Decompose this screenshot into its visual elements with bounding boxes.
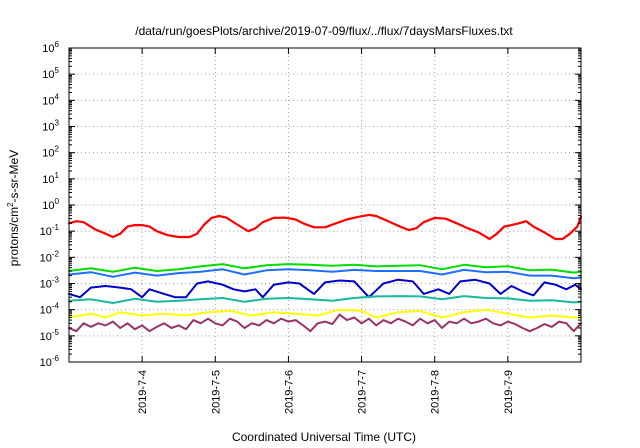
y-tick-label-base: 10 xyxy=(40,226,52,238)
y-tick-label-base: 10 xyxy=(42,200,54,212)
y-tick-label: 10-3 xyxy=(40,276,60,291)
series-line-5 xyxy=(68,295,582,304)
series-line-4 xyxy=(68,278,582,299)
y-tick-label-exponent: -3 xyxy=(52,276,60,285)
y-tick-label-base: 10 xyxy=(40,305,52,317)
y-tick-label-base: 10 xyxy=(42,148,54,160)
y-tick-label-exponent: -4 xyxy=(52,302,60,311)
grid xyxy=(69,48,581,362)
y-tick-label-exponent: 0 xyxy=(55,197,60,206)
y-tick-label: 10-1 xyxy=(40,223,60,238)
y-tick-label-base: 10 xyxy=(40,252,52,264)
y-tick-label-base: 10 xyxy=(42,95,54,107)
y-axis-label: protons/cm2-s-sr-MeV xyxy=(6,150,21,266)
y-tick-label-exponent: -6 xyxy=(52,354,60,363)
series-line-2 xyxy=(68,263,582,274)
y-axis-label-base: protons/cm xyxy=(7,207,21,266)
x-axis-label: Coordinated Universal Time (UTC) xyxy=(232,430,416,444)
x-tick-label: 2019-7-4 xyxy=(137,370,149,414)
y-tick-label-base: 10 xyxy=(42,43,54,55)
y-tick-label-base: 10 xyxy=(42,69,54,81)
y-tick-label-exponent: 3 xyxy=(55,119,60,128)
y-axis-label-superscript: 2 xyxy=(6,202,15,207)
series-line-7 xyxy=(68,313,582,333)
y-tick-label: 103 xyxy=(42,119,59,134)
y-tick-label: 106 xyxy=(42,40,59,55)
y-tick-label-exponent: -5 xyxy=(52,328,60,337)
y-tick-label: 10-2 xyxy=(40,249,60,264)
x-tick-label: 2019-7-8 xyxy=(430,370,442,414)
y-axis-label-rest: -s-sr-MeV xyxy=(7,150,21,203)
x-tick-label: 2019-7-5 xyxy=(210,370,222,414)
y-tick-label-exponent: -2 xyxy=(52,249,60,258)
y-tick-label-exponent: 1 xyxy=(55,171,60,180)
y-tick-label-base: 10 xyxy=(42,122,54,134)
series-layer xyxy=(67,213,583,333)
y-tick-label-exponent: -1 xyxy=(52,223,60,232)
series-line-1 xyxy=(67,213,583,241)
chart-title: /data/run/goesPlots/archive/2019-07-09/f… xyxy=(135,24,513,38)
y-tick-label-base: 10 xyxy=(40,279,52,291)
y-tick-label-exponent: 4 xyxy=(55,92,60,101)
y-tick-label: 104 xyxy=(42,92,59,107)
y-tick-label: 10-6 xyxy=(40,354,60,369)
y-tick-label-exponent: 5 xyxy=(55,66,60,75)
x-tick-label: 2019-7-7 xyxy=(357,370,369,414)
y-tick-label-exponent: 6 xyxy=(55,40,60,49)
series-line-6 xyxy=(68,308,582,319)
ticks: 2019-7-4 2019-7-5 2019-7-6 2019-7-7 2019-7-8… xyxy=(40,40,581,414)
y-tick-label: 105 xyxy=(42,66,59,81)
y-tick-label-base: 10 xyxy=(40,331,52,343)
y-tick-label-base: 10 xyxy=(40,357,52,369)
y-tick-label: 10-4 xyxy=(40,302,60,317)
y-tick-label: 10-5 xyxy=(40,328,60,343)
series-line-3 xyxy=(68,268,582,280)
y-tick-label-base: 10 xyxy=(42,174,54,186)
x-tick-label: 2019-7-9 xyxy=(503,370,515,414)
x-tick-label: 2019-7-6 xyxy=(283,370,295,414)
y-tick-label-exponent: 2 xyxy=(55,145,60,154)
y-tick-label: 102 xyxy=(42,145,59,160)
y-tick-label: 100 xyxy=(42,197,59,212)
y-tick-label: 101 xyxy=(42,171,59,186)
